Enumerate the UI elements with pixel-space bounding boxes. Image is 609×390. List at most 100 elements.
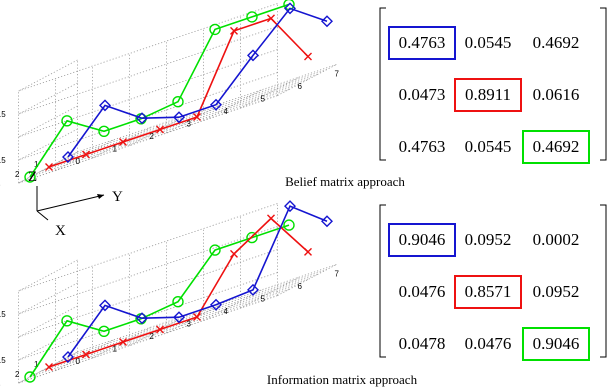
grid-line (58, 74, 318, 163)
x-tick-label: 3 (0, 380, 1, 389)
y-tick-label: 7 (335, 70, 340, 79)
diamond-marker (62, 151, 74, 163)
diamond-marker (247, 49, 259, 62)
x-marker (82, 350, 90, 359)
grid-line (67, 269, 328, 358)
circle-marker (246, 231, 258, 244)
highlight-box (388, 26, 456, 60)
diamond-marker (62, 351, 74, 363)
grid-line (129, 314, 189, 346)
matrix-cell: 0.0002 (533, 230, 580, 249)
diamond-marker (321, 15, 333, 28)
diamond-marker (173, 311, 185, 324)
highlight-box (454, 275, 522, 309)
matrix-cell: 0.0476 (399, 282, 446, 301)
circle-marker (61, 315, 73, 327)
y-tick-label: 4 (224, 107, 229, 116)
x-marker (119, 138, 127, 146)
series-line (45, 14, 312, 171)
plot-grid (18, 3, 337, 184)
z-tick-label: 1.5 (0, 310, 6, 319)
right-bracket (600, 204, 607, 358)
matrix-cell: 0.0616 (533, 85, 580, 104)
diamond-marker (210, 298, 222, 311)
right-bracket (600, 7, 607, 161)
y-tick-label: 0 (76, 157, 81, 166)
grid-line (77, 264, 337, 353)
series-line (24, 219, 295, 383)
y-arrow-head (97, 194, 104, 199)
belief-3d-plot: 00.511.512301234567 (0, 0, 340, 189)
diamond-marker (210, 98, 222, 111)
circle-marker (246, 11, 258, 23)
x-marker (119, 338, 127, 346)
grid-line (18, 328, 78, 361)
x-marker (304, 247, 312, 256)
highlight-box (388, 223, 456, 257)
grid-line (29, 289, 290, 378)
matrix-cell: 0.0545 (465, 137, 512, 156)
grid-line (18, 151, 78, 184)
x-marker (82, 150, 90, 159)
diamond-marker (247, 283, 259, 296)
belief-caption: Belief matrix approach (285, 174, 405, 189)
x-marker (267, 214, 275, 223)
diamond-marker (136, 112, 148, 125)
z-tick-label: 1.5 (0, 110, 6, 119)
grid-line (18, 272, 278, 361)
diamond-marker (284, 200, 296, 213)
y-tick-label: 0 (76, 357, 81, 366)
x-tick-label: 2 (15, 370, 20, 379)
matrix-cell: 0.0952 (465, 230, 512, 249)
left-bracket (379, 7, 386, 161)
y-tick-label: 2 (150, 132, 155, 141)
y-tick-label: 3 (187, 320, 192, 329)
circle-marker (24, 171, 36, 183)
grid-line (18, 259, 78, 292)
x-marker (230, 26, 238, 35)
circle-marker (98, 325, 110, 337)
series-path (67, 7, 328, 158)
matrix-cell: 0.4692 (533, 137, 580, 156)
left-bracket (379, 204, 386, 358)
y-tick-label: 6 (298, 82, 303, 91)
grid-line (18, 151, 78, 184)
grid-line (29, 89, 290, 178)
x-marker (156, 325, 164, 334)
highlight-box (522, 327, 590, 361)
belief-matrix: 0.4763 0.0545 0.4692 0.0473 0.8911 0.0616 0.47… (379, 7, 607, 164)
x-marker (267, 14, 275, 23)
y-tick-label: 4 (224, 307, 229, 316)
y-tick-label: 5 (261, 95, 266, 104)
x-marker (230, 249, 238, 258)
diamond-marker (321, 215, 333, 228)
matrix-cell: 0.4692 (533, 33, 580, 52)
grid-line (18, 72, 278, 161)
x-axis-label: X (55, 223, 66, 239)
circle-marker (172, 296, 184, 308)
grid-line (18, 3, 278, 92)
x-marker (193, 313, 201, 321)
information-3d-plot: 00.511.512301234567 (0, 200, 340, 389)
x-tick-label: 1 (34, 160, 39, 169)
series-path (48, 217, 309, 368)
grid-line (18, 95, 278, 184)
grid-line (166, 101, 226, 134)
grid-line (18, 105, 78, 138)
grid-line (67, 69, 328, 158)
matrix-cell: 0.0952 (533, 282, 580, 301)
matrix-cell: 0.9046 (399, 230, 446, 249)
diamond-marker (136, 312, 148, 325)
circle-marker (209, 23, 221, 36)
z-tick-label: 0.5 (0, 356, 6, 365)
diamond-marker (173, 111, 185, 124)
grid-line (77, 64, 337, 153)
y-axis-arrow (36, 194, 105, 212)
grid-line (18, 226, 278, 315)
information-matrix: 0.9046 0.0952 0.0002 0.0476 0.8571 0.0952 0.04… (379, 204, 607, 361)
diamond-marker (284, 2, 296, 15)
grid-line (18, 282, 78, 315)
x-tick-label: 1 (34, 360, 39, 369)
matrix-cell: 0.4763 (399, 33, 446, 52)
